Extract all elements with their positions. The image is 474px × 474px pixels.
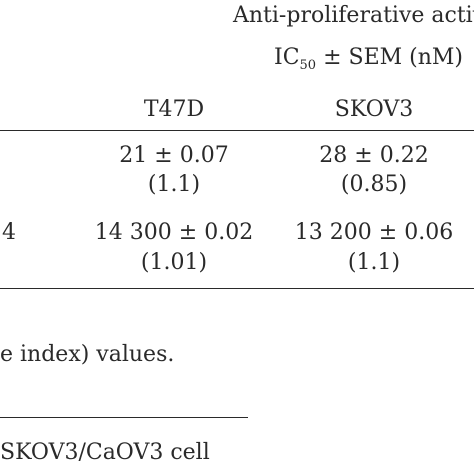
column-header-t47d: T47D	[143, 97, 205, 122]
cell-row1-t47d-index: (1.1)	[147, 172, 201, 197]
cell-row2-skov3-index: (1.1)	[347, 250, 401, 275]
header-rule	[0, 130, 474, 131]
row2-label: 4	[2, 220, 16, 245]
cell-row2-t47d-index: (1.01)	[140, 250, 208, 275]
footnote-text-2: SKOV3/CaOV3 cell	[0, 440, 210, 465]
cell-row2-t47d-value: 14 300 ± 0.02	[94, 220, 254, 245]
cell-row2-skov3-value: 13 200 ± 0.06	[294, 220, 454, 245]
column-header-skov3: SKOV3	[334, 97, 414, 122]
cell-row1-skov3-value: 28 ± 0.22	[319, 143, 429, 168]
footnote-rule	[0, 417, 248, 418]
cell-row1-t47d-value: 21 ± 0.07	[119, 143, 229, 168]
group-title: Anti-proliferative activ	[233, 3, 474, 28]
footnote-text: e index) values.	[0, 342, 175, 367]
metric-label: IC50 ± SEM (nM)	[274, 45, 464, 73]
cell-row1-skov3-index: (0.85)	[340, 172, 408, 197]
bottom-rule	[0, 288, 474, 289]
